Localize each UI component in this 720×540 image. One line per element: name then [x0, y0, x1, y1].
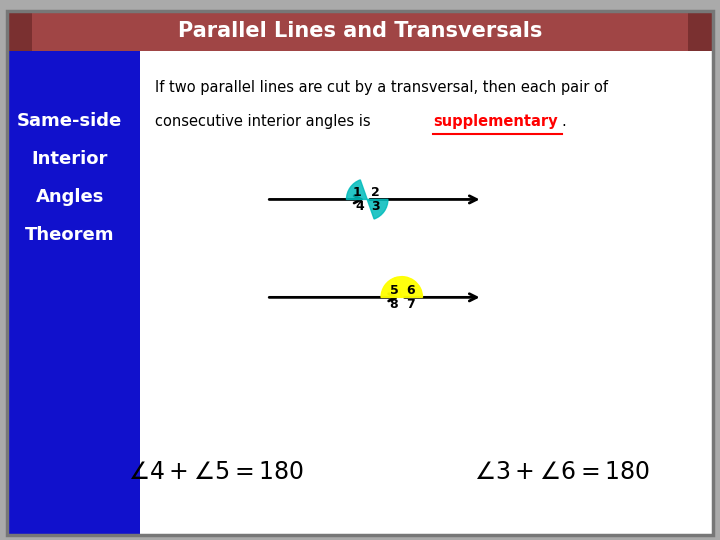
Text: Angles: Angles [36, 188, 104, 206]
Text: 2: 2 [371, 186, 379, 199]
Text: 6: 6 [407, 284, 415, 297]
Wedge shape [381, 278, 402, 298]
Bar [7, 11, 713, 51]
Text: $\angle 3+\angle 6=180$: $\angle 3+\angle 6=180$ [474, 461, 649, 484]
Text: 3: 3 [371, 200, 379, 213]
Text: 4: 4 [356, 200, 364, 213]
Text: Theorem: Theorem [25, 226, 114, 244]
Text: .: . [562, 114, 567, 129]
Wedge shape [395, 276, 423, 298]
Text: 1: 1 [353, 186, 361, 199]
Bar [7, 11, 32, 51]
Text: $\angle 4+\angle 5=180$: $\angle 4+\angle 5=180$ [128, 461, 304, 484]
Wedge shape [367, 199, 388, 219]
Text: consecutive interior angles is: consecutive interior angles is [155, 114, 375, 129]
Wedge shape [346, 180, 367, 199]
Text: Interior: Interior [32, 150, 108, 168]
Text: Same-side: Same-side [17, 112, 122, 131]
Text: supplementary: supplementary [433, 114, 558, 129]
Text: 7: 7 [407, 298, 415, 311]
Bar [7, 51, 140, 535]
Text: 8: 8 [390, 298, 398, 311]
Text: Parallel Lines and Transversals: Parallel Lines and Transversals [178, 21, 542, 41]
Text: If two parallel lines are cut by a transversal, then each pair of: If two parallel lines are cut by a trans… [155, 80, 608, 95]
Bar [688, 11, 713, 51]
Text: 5: 5 [390, 284, 398, 297]
